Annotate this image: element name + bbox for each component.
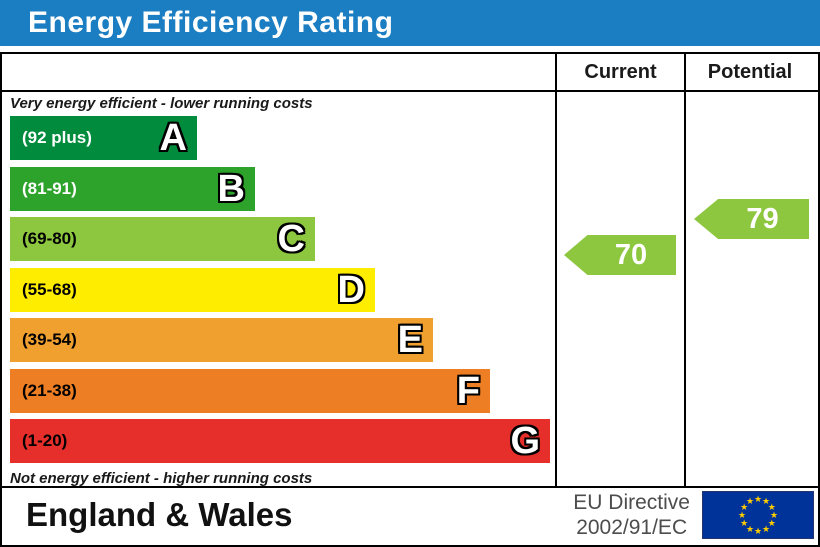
current-rating-value: 70 — [614, 238, 648, 271]
band-f-letter: F — [456, 369, 480, 412]
potential-column: 79 — [684, 92, 814, 486]
eu-directive-label: EU Directive 2002/91/EC — [573, 490, 690, 540]
region-label: England & Wales — [26, 495, 293, 533]
band-f-range: (21-38) — [22, 380, 77, 400]
band-e-letter: E — [397, 319, 423, 361]
band-b: (81-91) B — [10, 166, 255, 211]
band-e-range: (39-54) — [22, 330, 77, 349]
band-a-letter: A — [159, 117, 187, 159]
eu-flag-star-icon: ★ — [753, 493, 763, 504]
band-g-letter: G — [510, 420, 540, 462]
header-potential: Potential — [684, 54, 814, 90]
band-a-range: (92 plus) — [22, 128, 92, 147]
eu-flag-star-icon: ★ — [769, 509, 779, 520]
bottom-note: Not energy efficient - higher running co… — [10, 469, 313, 487]
eu-flag-star-icon: ★ — [745, 523, 755, 534]
eu-directive-line1: EU Directive — [573, 490, 690, 514]
band-a: (92 plus) A — [10, 116, 197, 160]
potential-rating-arrow: 79 — [694, 199, 809, 239]
band-g: (1-20) G — [10, 419, 550, 463]
eu-flag-star-icon: ★ — [767, 501, 776, 512]
band-c: (69-80) C — [10, 217, 315, 261]
eu-flag-star-icon: ★ — [745, 495, 755, 506]
band-c-range: (69-80) — [22, 229, 77, 248]
band-g-range: (1-20) — [22, 431, 68, 450]
rating-bands: (92 plus) A (81-91) B (69-80) C (55-68) … — [2, 116, 555, 463]
eu-flag: ★ ★ ★ ★ ★ ★ ★ ★ ★ ★ ★ ★ — [702, 490, 814, 539]
band-d-letter: D — [337, 268, 365, 311]
band-b-range: (81-91) — [22, 178, 77, 198]
rating-table: Current Potential Very energy efficient … — [0, 52, 820, 547]
top-note: Very energy efficient - lower running co… — [10, 95, 313, 112]
band-e: (39-54) E — [10, 318, 433, 362]
eu-flag-star-icon: ★ — [753, 525, 763, 536]
current-rating-arrow: 70 — [564, 235, 676, 275]
page-title: Energy Efficiency Rating — [0, 0, 820, 46]
eu-flag-star-icon: ★ — [740, 501, 749, 512]
eu-flag-star-icon: ★ — [740, 517, 749, 528]
current-column: 70 — [555, 92, 684, 486]
header-current: Current — [555, 54, 684, 90]
eu-flag-star-icon: ★ — [767, 517, 776, 528]
band-c-letter: C — [277, 218, 305, 260]
rating-scale: Very energy efficient - lower running co… — [2, 92, 555, 487]
table-body: Very energy efficient - lower running co… — [2, 92, 818, 488]
band-d: (55-68) D — [10, 267, 375, 312]
eu-flag-star-icon: ★ — [761, 523, 771, 534]
header-empty-cell — [2, 54, 555, 90]
band-b-letter: B — [217, 167, 245, 210]
eu-flag-star-icon: ★ — [737, 509, 747, 520]
band-f: (21-38) F — [10, 368, 490, 413]
potential-rating-value: 79 — [746, 202, 779, 235]
table-header: Current Potential — [2, 54, 818, 92]
eu-directive-line2: 2002/91/EC — [576, 515, 688, 539]
table-footer: England & Wales EU Directive 2002/91/EC … — [2, 488, 818, 541]
eu-flag-star-icon: ★ — [761, 495, 771, 506]
band-d-range: (55-68) — [22, 279, 77, 299]
eu-flag-stars: ★ ★ ★ ★ ★ ★ ★ ★ ★ ★ ★ ★ — [703, 492, 813, 538]
